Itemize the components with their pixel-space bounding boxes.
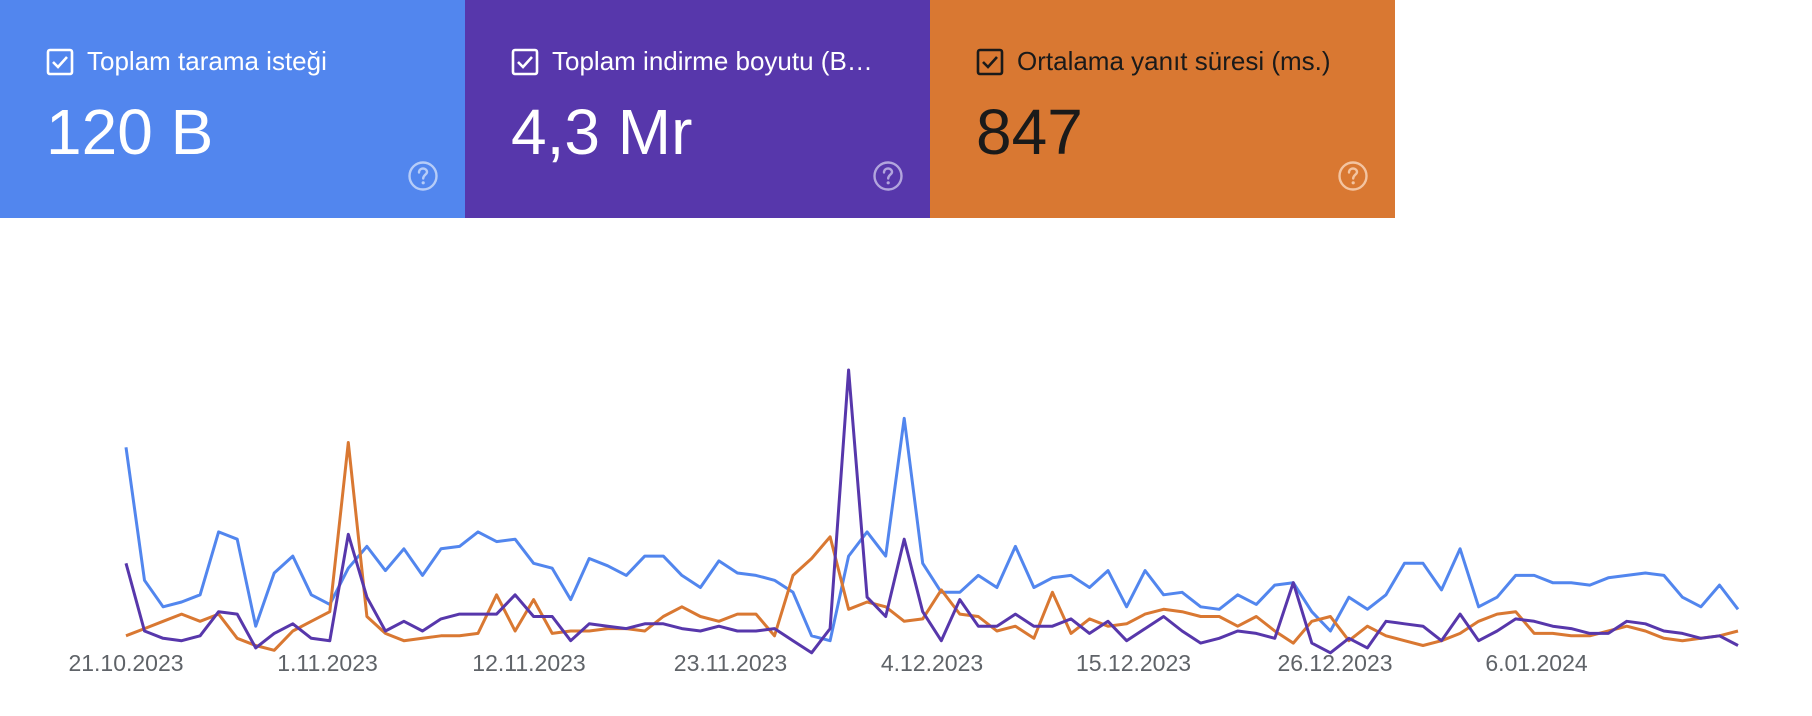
x-tick-label: 1.11.2023 [277, 650, 378, 676]
metric-card-average-response-time[interactable]: Ortalama yanıt süresi (ms.) 847 [930, 0, 1395, 218]
card-value: 847 [976, 96, 1083, 168]
x-tick-label: 26.12.2023 [1277, 650, 1392, 676]
card-header: Toplam indirme boyutu (B… [511, 46, 873, 77]
metric-card-total-download-size[interactable]: Toplam indirme boyutu (B… 4,3 Mr [465, 0, 930, 218]
checkbox-checked-icon[interactable] [976, 48, 1004, 76]
checkbox-checked-icon[interactable] [46, 48, 74, 76]
card-label: Ortalama yanıt süresi (ms.) [1017, 46, 1331, 76]
metric-cards: Toplam tarama isteği 120 B Toplam indirm… [0, 0, 1395, 218]
series-layer [124, 368, 1740, 655]
card-header: Ortalama yanıt süresi (ms.) [976, 46, 1331, 77]
card-value: 120 B [46, 96, 214, 168]
series-line-3 [124, 368, 1739, 655]
x-tick-label: 23.11.2023 [674, 650, 787, 676]
checkbox-checked-icon[interactable] [511, 48, 539, 76]
card-value: 4,3 Mr [511, 96, 693, 168]
help-icon[interactable] [407, 160, 439, 192]
help-icon[interactable] [1337, 160, 1369, 192]
series-line-1 [124, 416, 1740, 643]
metric-card-total-crawl-requests[interactable]: Toplam tarama isteği 120 B [0, 0, 465, 218]
x-tick-label: 15.12.2023 [1076, 650, 1191, 676]
card-label: Toplam indirme boyutu (B… [552, 46, 873, 76]
x-tick-label: 4.12.2023 [881, 650, 983, 676]
x-tick-label: 21.10.2023 [68, 650, 183, 676]
x-tick-label: 6.01.2024 [1485, 650, 1588, 676]
card-label: Toplam tarama isteği [87, 46, 327, 76]
x-tick-label: 12.11.2023 [472, 650, 585, 676]
help-icon[interactable] [872, 160, 904, 192]
card-header: Toplam tarama isteği [46, 46, 327, 77]
line-chart: 21.10.2023 1.11.2023 12.11.2023 23.11.2023 4… [68, 368, 1740, 676]
x-axis: 21.10.2023 1.11.2023 12.11.2023 23.11.2023 4… [68, 650, 1587, 676]
